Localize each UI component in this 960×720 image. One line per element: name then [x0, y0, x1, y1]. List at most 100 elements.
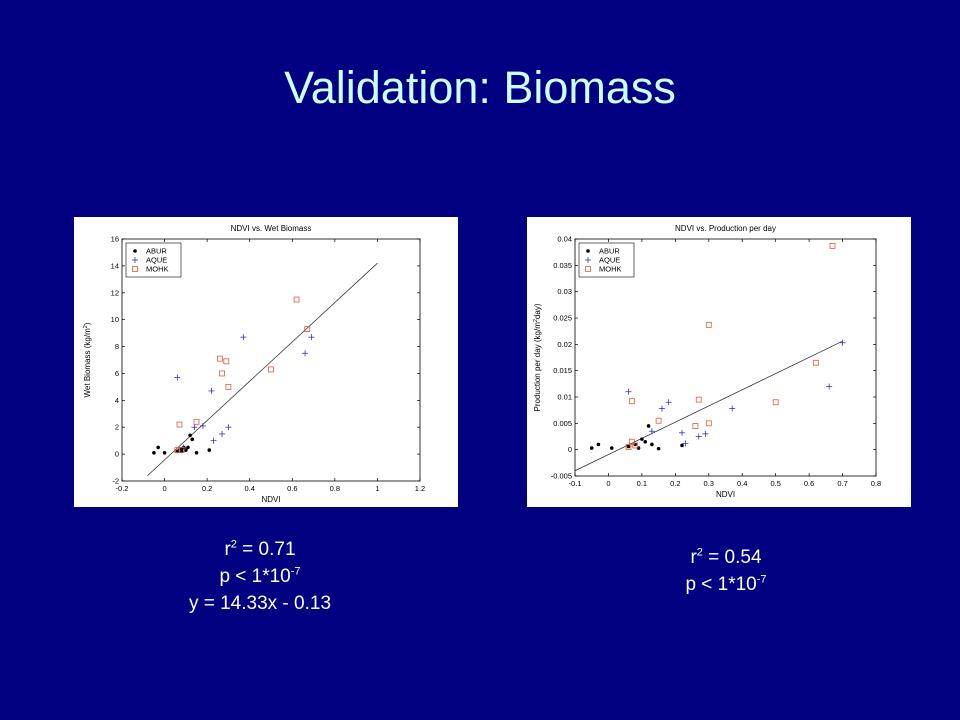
r2-label: r [224, 539, 231, 560]
legend-label: ABUR [146, 247, 167, 256]
point-mohk [132, 266, 138, 272]
r2-label: r [690, 547, 697, 568]
point-abur [162, 450, 167, 455]
legend-label: MOHK [599, 265, 622, 274]
point-abur [184, 448, 188, 452]
point-aque [240, 334, 247, 341]
point-mohk [219, 370, 225, 377]
x-tick-label: 0.6 [287, 484, 297, 493]
x-axis-label: NDVI [716, 490, 735, 499]
x-tick-label: 0.8 [871, 479, 881, 488]
y-tick-label: 0.04 [557, 235, 572, 244]
point-abur [680, 443, 684, 448]
point-mohk [304, 326, 311, 332]
point-abur [646, 424, 651, 428]
y-axis-label-main: Production per day (kg/m [533, 322, 542, 412]
chart-title: NDVI vs. Wet Biomass [231, 224, 312, 233]
equation-line: y = 14.33x - 0.13 [188, 593, 332, 614]
point-mohk [223, 358, 230, 365]
y-tick-label: 0.025 [553, 314, 572, 323]
point-abur [186, 445, 190, 450]
y-axis-label-sup: 2 [83, 325, 89, 328]
point-aque [702, 430, 709, 437]
point-aque [826, 383, 833, 390]
slide-title: Validation: Biomass [284, 62, 676, 113]
point-abur [133, 249, 137, 253]
y-axis-label-main: Wet Biomass (kg/m [83, 328, 92, 398]
legend-label: AQUE [146, 256, 167, 265]
r2-sup: 2 [230, 538, 237, 551]
point-mohk [705, 321, 712, 328]
chart-panel-wet-biomass: NDVI vs. Wet Biomass -0.2 0 0.2 0.4 0.6 0.8 1 1.… [74, 217, 458, 507]
y-tick-label: 12 [111, 288, 119, 297]
p-line: p < 1*10-7 [596, 571, 856, 598]
fit-line [147, 262, 378, 476]
legend-label: AQUE [599, 256, 620, 265]
y-tick-label: -2 [112, 477, 119, 486]
point-mohk [217, 355, 223, 362]
x-tick-label: 0 [606, 479, 610, 488]
point-mohk [585, 266, 591, 272]
point-abur [609, 446, 614, 450]
point-mohk [176, 421, 183, 428]
y-axis-label-end: day) [533, 303, 542, 319]
point-abur [596, 442, 601, 447]
y-tick-label: 8 [115, 342, 119, 351]
point-aque [682, 440, 689, 447]
y-axis-label-sup: 2 [533, 319, 539, 322]
point-mohk [705, 420, 712, 427]
p-label: p < 1*10 [219, 566, 291, 587]
x-tick-label: 0.8 [330, 484, 340, 493]
point-mohk [193, 418, 200, 425]
x-tick-label: 0.2 [670, 479, 680, 488]
chart-wet-biomass: NDVI vs. Wet Biomass -0.2 0 0.2 0.4 0.6 0.8 1 1.… [83, 224, 425, 504]
stats-left: r2 = 0.71 p < 1*10-7 y = 14.33x - 0.13 [130, 536, 390, 617]
legend-label: ABUR [599, 247, 620, 256]
point-abur [589, 446, 594, 450]
p-sup: -7 [290, 565, 301, 578]
point-abur [643, 439, 648, 444]
point-aque [695, 433, 702, 440]
point-aque [199, 422, 206, 429]
r2-line: r2 = 0.71 [130, 536, 390, 563]
point-aque [174, 374, 181, 381]
point-aque [225, 424, 232, 431]
y-tick-label: 4 [115, 396, 119, 405]
y-tick-label: 16 [111, 235, 119, 244]
point-mohk [655, 417, 662, 424]
y-tick-label: -0.005 [551, 472, 572, 481]
point-aque [665, 399, 672, 406]
legend-label: MOHK [146, 265, 169, 274]
y-axis-label: Wet Biomass (kg/m2) [83, 322, 92, 397]
y-tick-label: 14 [111, 261, 119, 270]
point-aque [679, 429, 686, 436]
point-mohk [632, 442, 639, 449]
y-axis-label: Production per day (kg/m2day) [533, 303, 542, 411]
point-mohk [625, 444, 632, 450]
r2-value: = 0.54 [702, 547, 762, 568]
point-aque [839, 339, 846, 346]
point-mohk [628, 398, 635, 405]
point-aque [219, 430, 226, 437]
y-tick-label: 2 [115, 423, 119, 432]
point-mohk [628, 438, 635, 445]
x-tick-label: -0.2 [116, 484, 129, 493]
point-mohk [829, 242, 836, 249]
plot-frame [574, 238, 877, 477]
point-mohk [812, 359, 819, 366]
r2-line: r2 = 0.54 [596, 544, 856, 571]
y-tick-label: 10 [111, 315, 119, 324]
point-abur [207, 448, 212, 452]
stats-right: r2 = 0.54 p < 1*10-7 [596, 544, 856, 598]
x-tick-label: 0.2 [202, 484, 212, 493]
r2-sup: 2 [696, 546, 703, 559]
x-tick-label: 0.6 [804, 479, 814, 488]
point-abur [194, 450, 199, 455]
point-mohk [692, 423, 699, 429]
point-aque [648, 428, 655, 435]
p-label: p < 1*10 [685, 574, 757, 595]
x-tick-label: 0.4 [244, 484, 254, 493]
x-tick-label: 0.7 [837, 479, 847, 488]
